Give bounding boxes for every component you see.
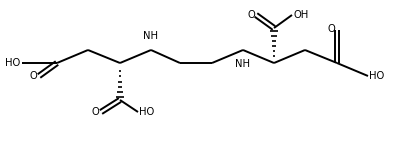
Text: O: O: [91, 107, 99, 117]
Text: O: O: [247, 10, 255, 20]
Text: HO: HO: [139, 107, 154, 117]
Text: OH: OH: [293, 10, 308, 20]
Text: HO: HO: [369, 71, 384, 81]
Text: O: O: [327, 24, 335, 34]
Text: NH: NH: [143, 31, 158, 41]
Text: O: O: [29, 71, 37, 81]
Text: HO: HO: [5, 58, 20, 68]
Text: NH: NH: [235, 59, 250, 69]
